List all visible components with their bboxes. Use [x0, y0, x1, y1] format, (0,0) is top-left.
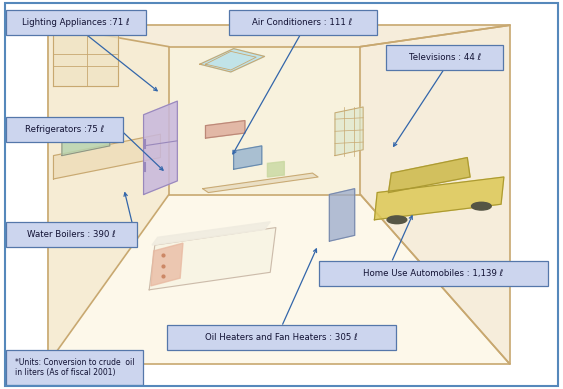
Polygon shape — [149, 228, 276, 290]
Polygon shape — [152, 222, 270, 245]
Text: Water Boilers : 390 ℓ: Water Boilers : 390 ℓ — [28, 230, 116, 239]
Polygon shape — [169, 47, 360, 194]
Text: *Units: Conversion to crude  oil
in liters (As of fiscal 2001): *Units: Conversion to crude oil in liter… — [15, 358, 135, 377]
Ellipse shape — [472, 202, 491, 210]
Text: Oil Heaters and Fan Heaters : 305 ℓ: Oil Heaters and Fan Heaters : 305 ℓ — [205, 333, 358, 342]
Polygon shape — [203, 173, 318, 193]
Polygon shape — [205, 121, 245, 138]
FancyBboxPatch shape — [319, 261, 548, 286]
Polygon shape — [48, 194, 510, 364]
Text: Refrigerators :75 ℓ: Refrigerators :75 ℓ — [25, 125, 104, 134]
Polygon shape — [329, 189, 355, 241]
Polygon shape — [65, 121, 82, 134]
Polygon shape — [360, 25, 510, 364]
Polygon shape — [267, 161, 284, 177]
Polygon shape — [151, 243, 183, 286]
Polygon shape — [374, 177, 504, 220]
Text: Air Conditioners : 111 ℓ: Air Conditioners : 111 ℓ — [252, 18, 353, 27]
FancyBboxPatch shape — [386, 45, 503, 70]
Text: Televisions : 44 ℓ: Televisions : 44 ℓ — [409, 53, 481, 62]
Ellipse shape — [387, 216, 406, 224]
Polygon shape — [53, 134, 160, 179]
FancyBboxPatch shape — [6, 10, 146, 35]
Polygon shape — [335, 107, 363, 156]
Polygon shape — [388, 158, 470, 193]
Polygon shape — [48, 25, 510, 47]
Polygon shape — [62, 128, 110, 156]
Polygon shape — [53, 31, 118, 86]
FancyBboxPatch shape — [229, 10, 377, 35]
Polygon shape — [144, 101, 177, 194]
FancyBboxPatch shape — [6, 350, 143, 385]
FancyBboxPatch shape — [6, 222, 137, 247]
Polygon shape — [48, 25, 169, 364]
Text: Lighting Appliances :71 ℓ: Lighting Appliances :71 ℓ — [22, 18, 130, 27]
FancyBboxPatch shape — [6, 117, 123, 142]
Text: Home Use Automobiles : 1,139 ℓ: Home Use Automobiles : 1,139 ℓ — [363, 269, 504, 278]
FancyBboxPatch shape — [167, 325, 396, 350]
Polygon shape — [234, 146, 262, 169]
Polygon shape — [200, 49, 265, 72]
